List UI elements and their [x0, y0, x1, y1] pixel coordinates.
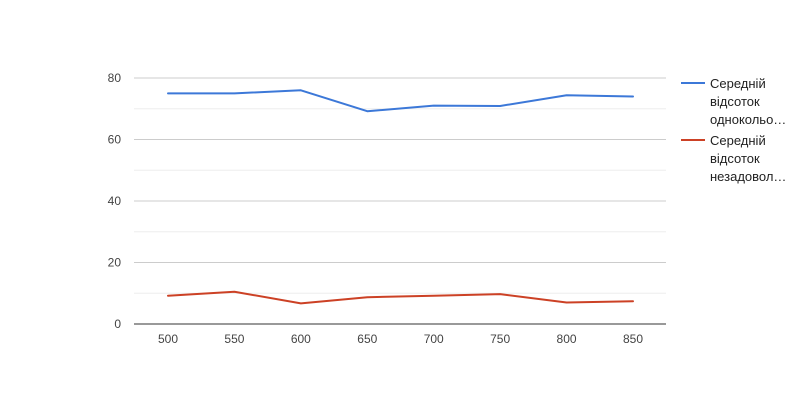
legend-label-2: відсоток: [710, 151, 760, 166]
x-tick-label: 750: [490, 332, 510, 346]
legend: Середній відсоток однокольо… Середній відсот…: [681, 76, 786, 184]
y-tick-label: 0: [114, 317, 121, 331]
x-tick-label: 550: [224, 332, 244, 346]
series-line-1: [167, 89, 634, 113]
x-tick-label: 500: [158, 332, 178, 346]
x-tick-label: 600: [291, 332, 311, 346]
x-tick-label: 700: [424, 332, 444, 346]
legend-label-1: однокольо…: [710, 112, 786, 127]
x-tick-label: 800: [557, 332, 577, 346]
x-tick-label: 650: [357, 332, 377, 346]
gridlines: [134, 77, 666, 294]
legend-label-1: Середній: [710, 76, 766, 91]
legend-label-2: незадовол…: [710, 169, 786, 184]
legend-label-1: відсоток: [710, 94, 760, 109]
y-tick-label: 80: [108, 71, 122, 85]
y-axis-ticks: 0 20 40 60 80: [108, 71, 122, 331]
y-tick-label: 60: [108, 133, 122, 147]
series-line-2: [167, 290, 634, 305]
x-tick-label: 850: [623, 332, 643, 346]
series-lines: [167, 89, 634, 305]
y-tick-label: 20: [108, 256, 122, 270]
x-axis-ticks: 500 550 600 650 700 750 800 850: [158, 332, 643, 346]
legend-label-2: Середній: [710, 133, 766, 148]
y-tick-label: 40: [108, 194, 122, 208]
